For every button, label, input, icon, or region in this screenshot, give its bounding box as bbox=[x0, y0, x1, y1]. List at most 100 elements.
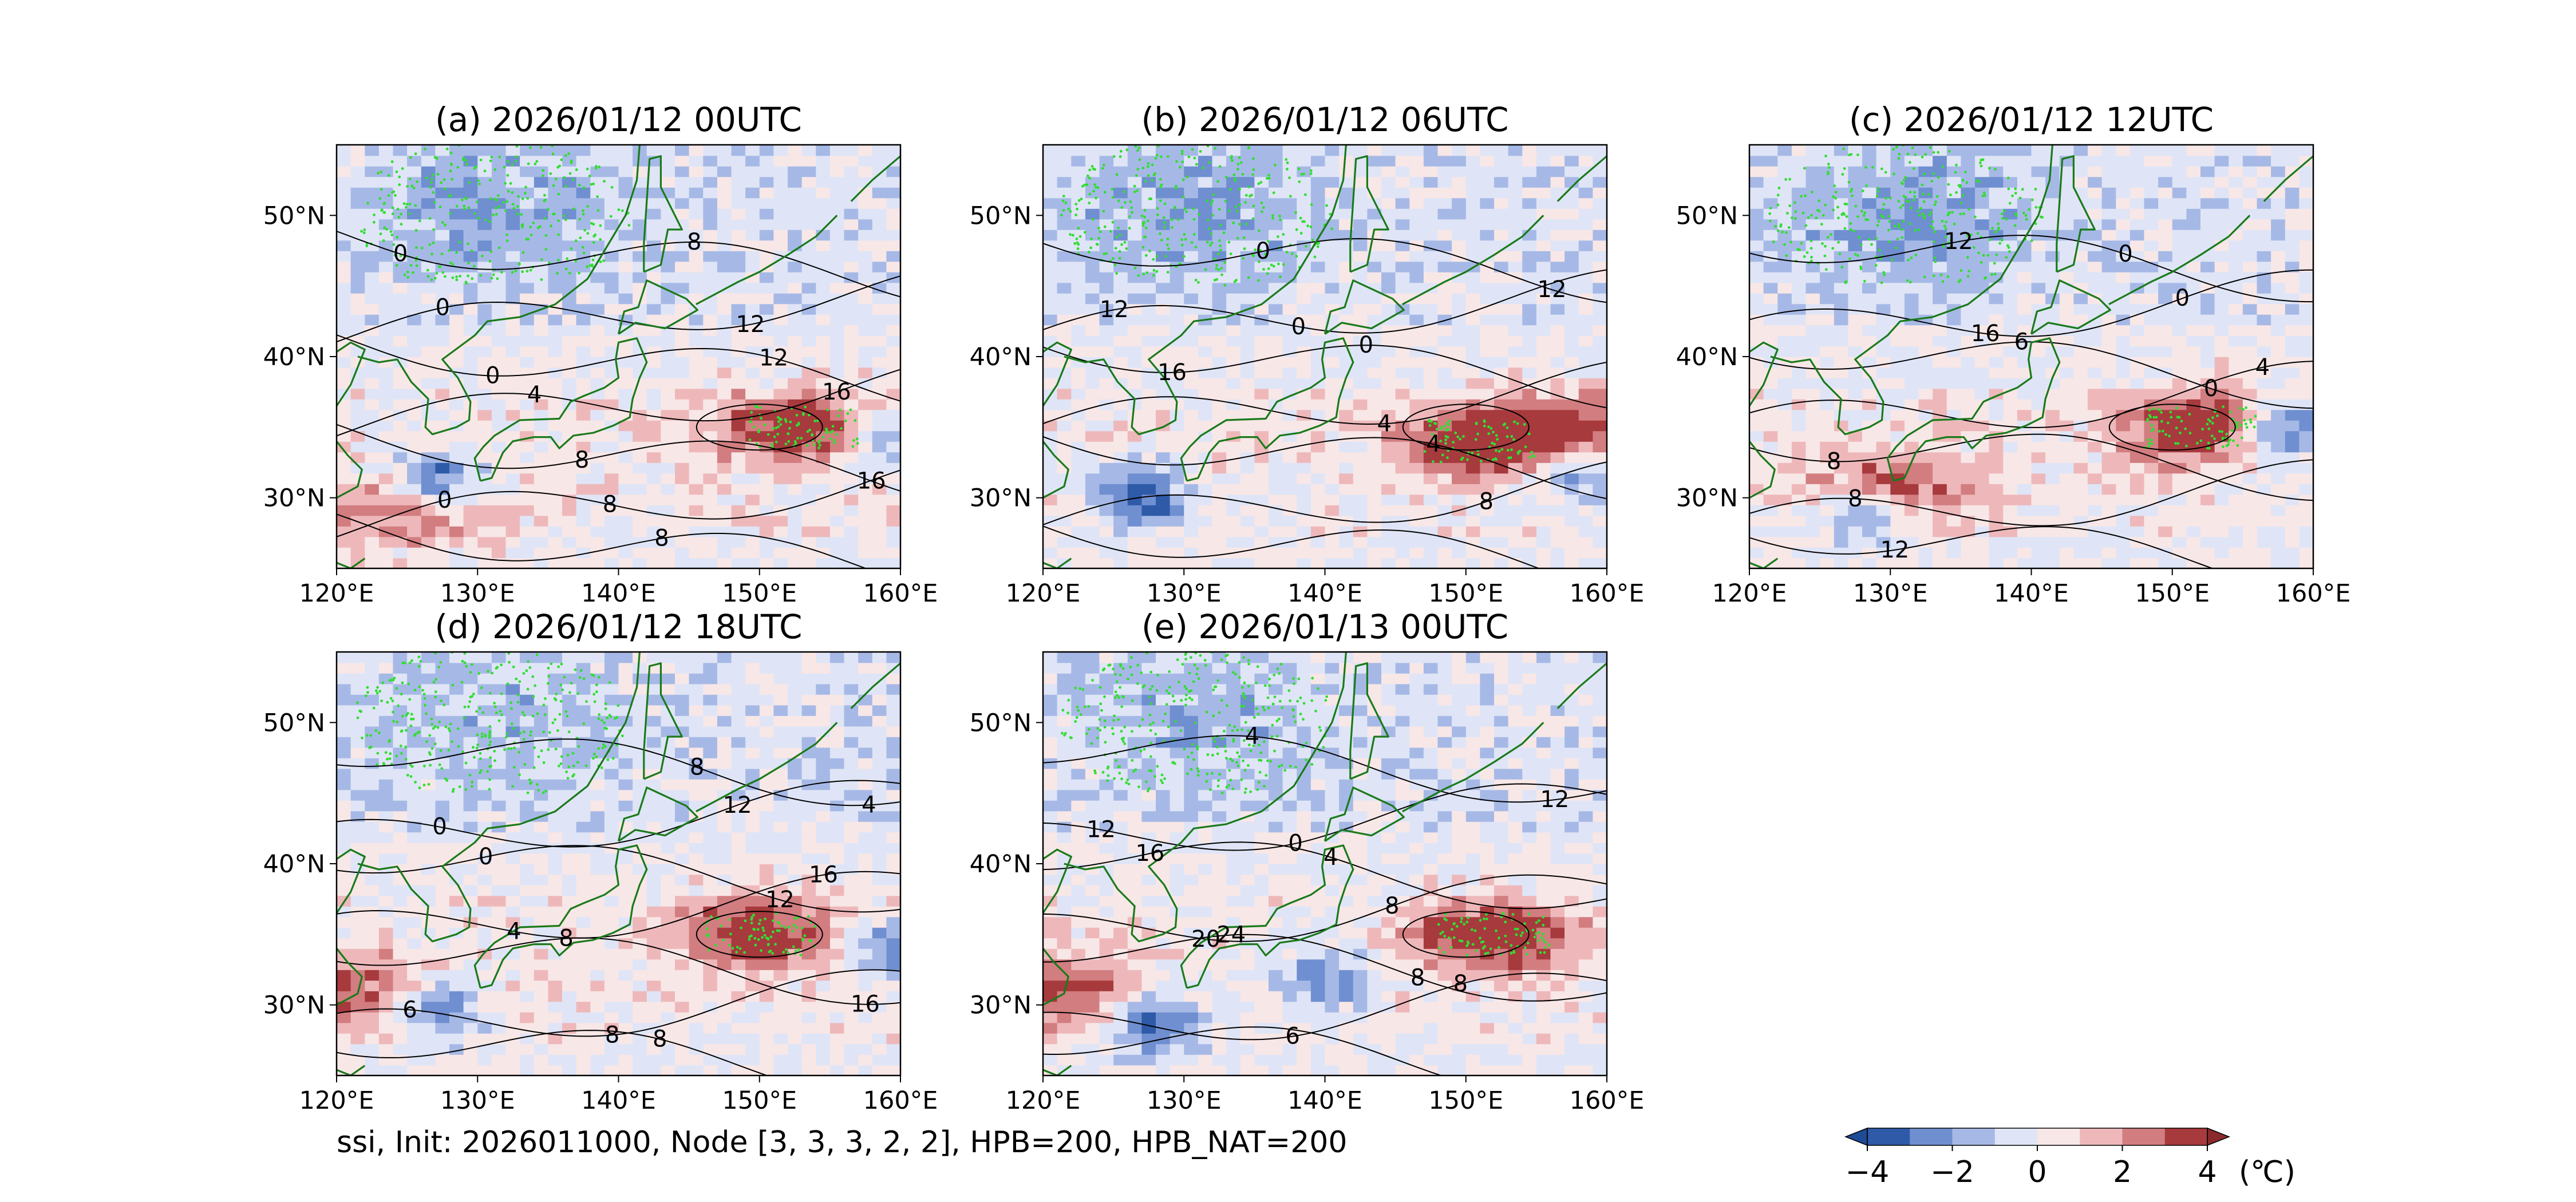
anomaly-cell bbox=[1395, 367, 1410, 378]
anomaly-cell bbox=[788, 515, 803, 527]
anomaly-cell bbox=[1113, 219, 1128, 230]
anomaly-cell bbox=[773, 282, 788, 294]
stipple-dot bbox=[835, 433, 838, 436]
anomaly-cell bbox=[1749, 462, 1764, 474]
anomaly-cell bbox=[717, 197, 732, 209]
anomaly-cell bbox=[1820, 547, 1835, 559]
anomaly-cell bbox=[378, 526, 394, 537]
stipple-dot bbox=[416, 180, 419, 183]
anomaly-cell bbox=[1071, 293, 1086, 305]
stipple-dot bbox=[497, 246, 501, 250]
anomaly-cell bbox=[1494, 272, 1509, 283]
anomaly-cell bbox=[435, 197, 450, 209]
anomaly-cell bbox=[1184, 346, 1199, 357]
anomaly-cell bbox=[2299, 473, 2313, 484]
anomaly-cell bbox=[2129, 452, 2145, 463]
stipple-dot bbox=[1232, 222, 1235, 224]
anomaly-cell bbox=[1989, 494, 2004, 505]
stipple-dot bbox=[493, 168, 497, 171]
anomaly-cell bbox=[2271, 399, 2286, 410]
anomaly-cell bbox=[2045, 505, 2060, 516]
stipple-dot bbox=[1133, 184, 1136, 188]
stipple-dot bbox=[540, 258, 543, 261]
stipple-dot bbox=[1310, 203, 1313, 206]
anomaly-cell bbox=[675, 547, 690, 559]
anomaly-cell bbox=[1975, 409, 1990, 421]
anomaly-cell bbox=[1522, 335, 1537, 347]
anomaly-cell bbox=[1777, 557, 1792, 568]
stipple-dot bbox=[506, 173, 509, 177]
anomaly-cell bbox=[1946, 346, 1962, 357]
anomaly-cell bbox=[1423, 494, 1439, 505]
anomaly-cell bbox=[378, 230, 394, 241]
anomaly-cell bbox=[1437, 547, 1452, 559]
anomaly-cell bbox=[1240, 335, 1255, 347]
anomaly-cell bbox=[1409, 166, 1424, 177]
anomaly-cell bbox=[1536, 484, 1551, 495]
anomaly-cell bbox=[1777, 378, 1792, 389]
stipple-dot bbox=[505, 200, 509, 203]
anomaly-cell bbox=[858, 145, 873, 156]
anomaly-cell bbox=[689, 346, 704, 357]
stipple-dot bbox=[1197, 280, 1200, 284]
anomaly-cell bbox=[1310, 335, 1326, 347]
anomaly-cell bbox=[1862, 441, 1877, 453]
stipple-dot bbox=[1092, 218, 1095, 221]
anomaly-cell bbox=[1452, 325, 1467, 336]
anomaly-cell bbox=[1269, 536, 1283, 548]
stipple-dot bbox=[1069, 233, 1072, 236]
anomaly-cell bbox=[1480, 282, 1495, 294]
anomaly-cell bbox=[435, 526, 450, 537]
anomaly-cell bbox=[1269, 335, 1283, 347]
anomaly-cell bbox=[1325, 251, 1340, 262]
anomaly-cell bbox=[1423, 293, 1439, 305]
anomaly-cell bbox=[2073, 505, 2088, 516]
anomaly-cell bbox=[1339, 197, 1354, 209]
stipple-dot bbox=[556, 165, 559, 169]
anomaly-cell bbox=[1876, 346, 1891, 357]
anomaly-cell bbox=[1452, 557, 1467, 568]
anomaly-cell bbox=[1522, 293, 1537, 305]
anomaly-cell bbox=[858, 325, 873, 336]
anomaly-cell bbox=[816, 325, 831, 336]
anomaly-cell bbox=[2003, 484, 2018, 495]
anomaly-cell bbox=[534, 230, 549, 241]
anomaly-cell bbox=[745, 261, 760, 272]
anomaly-cell bbox=[365, 166, 380, 177]
map-field-a bbox=[337, 145, 900, 568]
anomaly-cell bbox=[1170, 197, 1184, 209]
stipple-dot bbox=[467, 262, 470, 264]
anomaly-cell bbox=[1310, 462, 1326, 474]
stipple-dot bbox=[1496, 438, 1499, 441]
anomaly-cell bbox=[1437, 155, 1452, 167]
anomaly-cell bbox=[886, 399, 900, 410]
anomaly-cell bbox=[477, 208, 492, 220]
stipple-dot bbox=[1175, 184, 1178, 188]
anomaly-cell bbox=[1508, 251, 1523, 262]
anomaly-cell bbox=[1156, 176, 1171, 188]
anomaly-cell bbox=[1170, 272, 1184, 283]
stipple-dot bbox=[1260, 201, 1263, 204]
stipple-dot bbox=[391, 206, 394, 209]
stipple-dot bbox=[1135, 174, 1138, 177]
anomaly-cell bbox=[646, 335, 662, 347]
stipple-dot bbox=[1238, 156, 1241, 159]
anomaly-cell bbox=[703, 388, 718, 400]
anomaly-cell bbox=[872, 420, 887, 432]
anomaly-cell bbox=[1593, 251, 1607, 262]
anomaly-cell bbox=[1325, 176, 1340, 188]
anomaly-cell bbox=[745, 378, 760, 389]
anomaly-cell bbox=[745, 303, 760, 315]
anomaly-cell bbox=[816, 176, 831, 188]
anomaly-cell bbox=[703, 272, 718, 283]
anomaly-cell bbox=[505, 557, 520, 568]
anomaly-cell bbox=[1254, 282, 1269, 294]
anomaly-cell bbox=[2116, 515, 2131, 527]
anomaly-cell bbox=[1989, 441, 2004, 453]
anomaly-cell bbox=[731, 430, 746, 442]
anomaly-cell bbox=[1212, 166, 1227, 177]
anomaly-cell bbox=[1593, 452, 1607, 463]
anomaly-cell bbox=[1578, 219, 1594, 230]
anomaly-cell bbox=[1494, 346, 1509, 357]
anomaly-cell bbox=[2242, 452, 2258, 463]
